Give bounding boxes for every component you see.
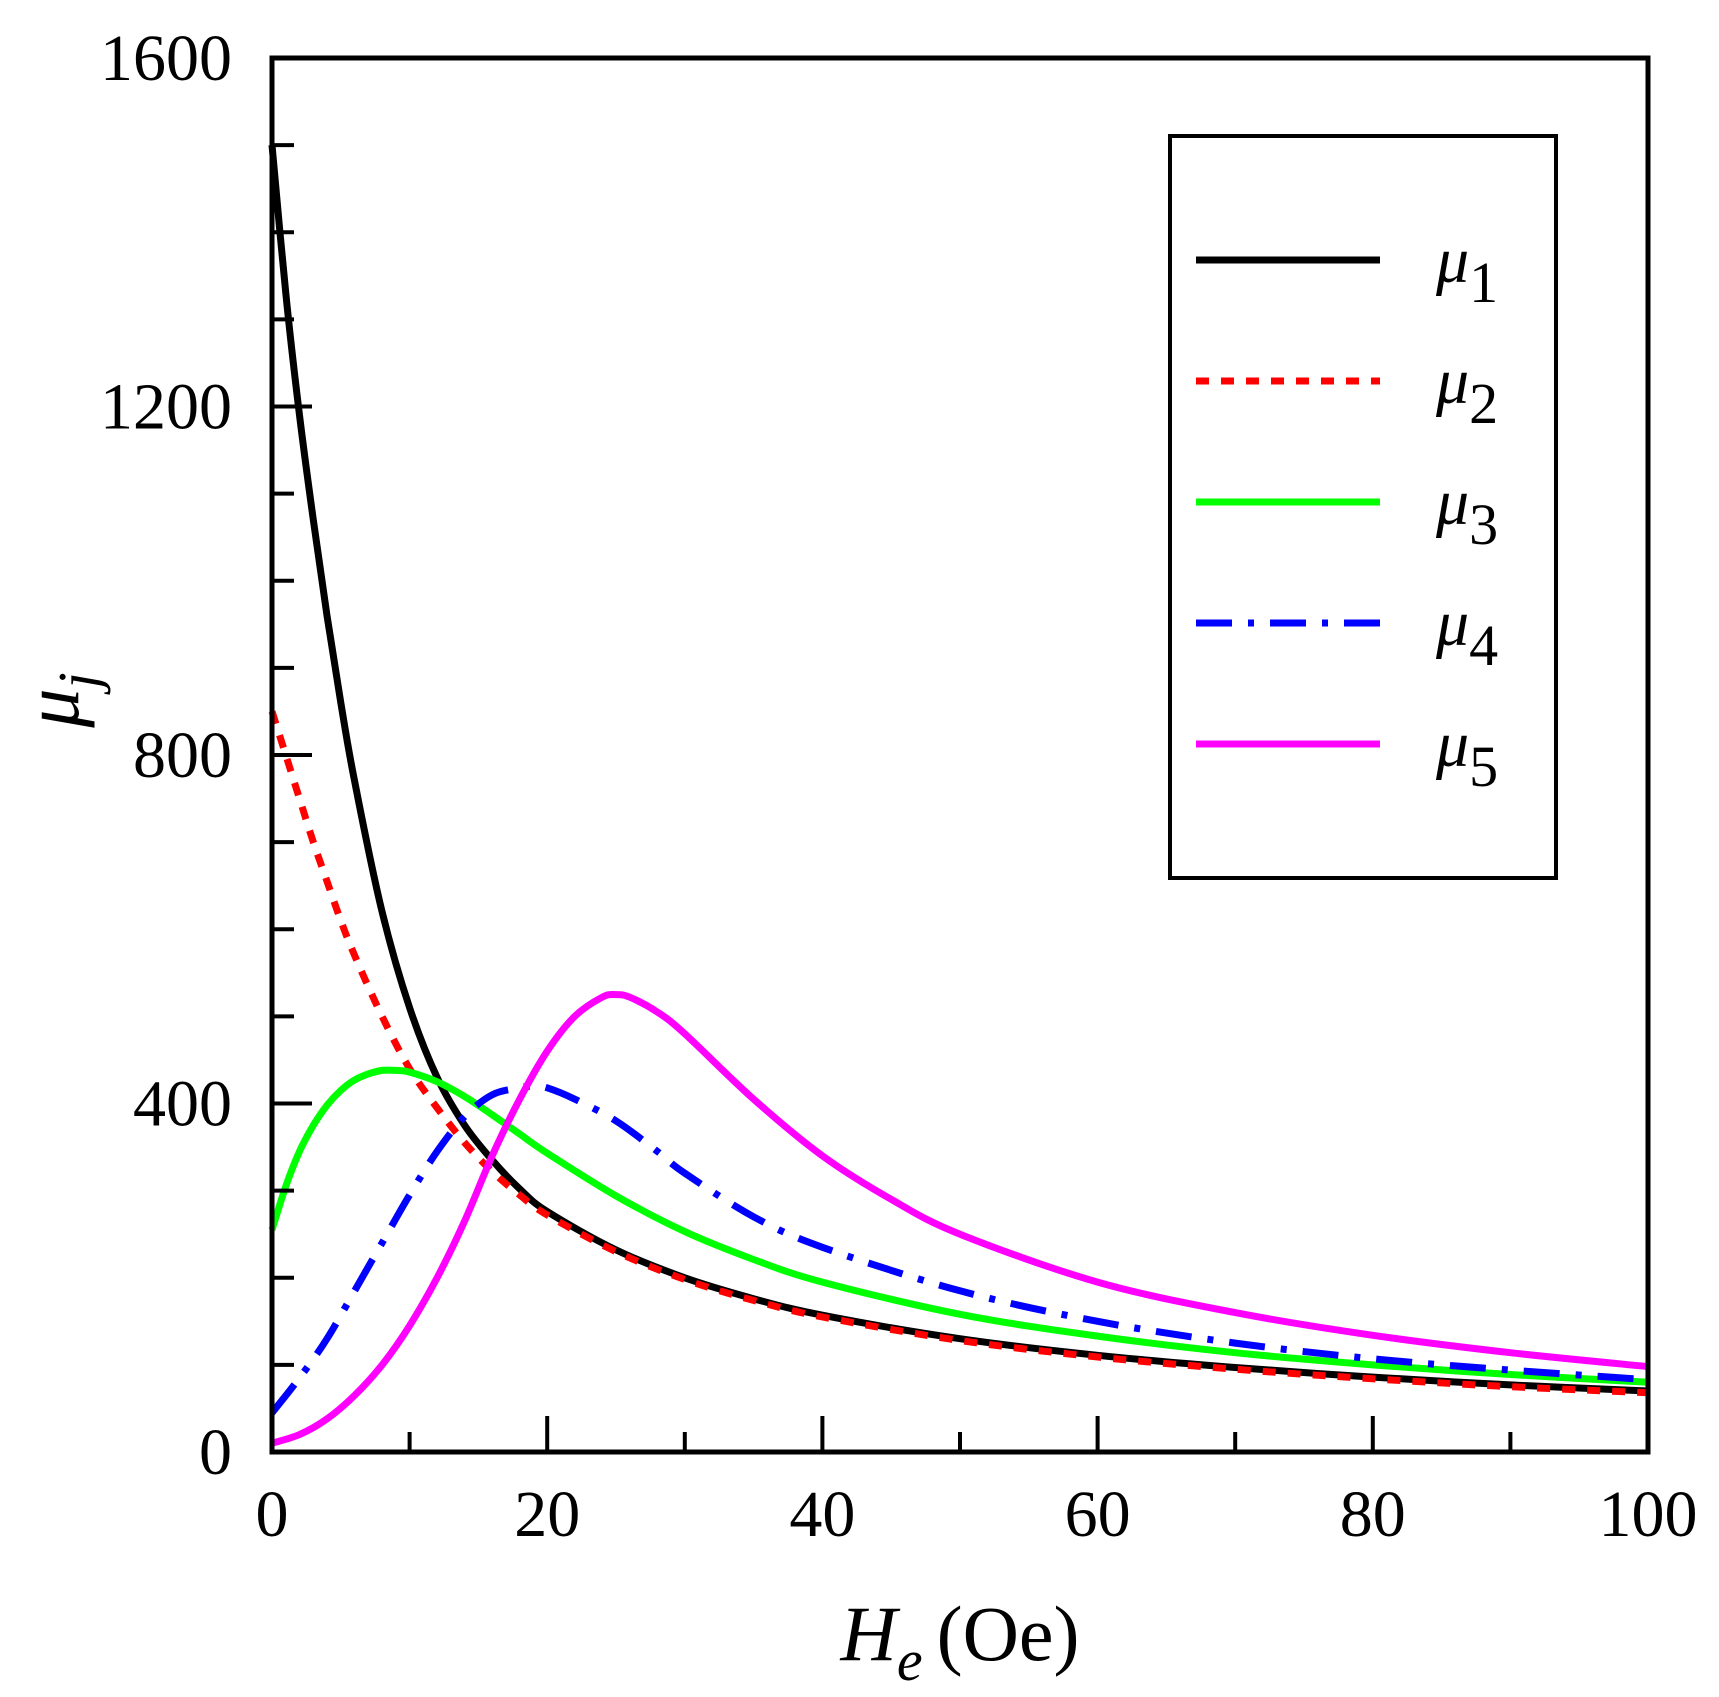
x-tick-label: 40 [789, 1478, 855, 1551]
y-tick-label: 1600 [100, 22, 232, 95]
x-axis-title: He (Oe) [840, 1590, 1080, 1693]
legend-label: μ4 [1435, 587, 1498, 678]
series-line-mu5 [270, 990, 1649, 1447]
tick-labels-layer: 0 20 40 60 80 100 0 400 800 1200 1600 [100, 22, 1698, 1551]
series-line-mu2 [268, 710, 1649, 1397]
legend-entry-mu1: μ1 [1196, 224, 1498, 315]
x-tick-label: 20 [514, 1478, 580, 1551]
legend-label: μ2 [1435, 345, 1498, 436]
x-tick-label: 100 [1599, 1478, 1698, 1551]
legend-entry-mu4: μ4 [1196, 587, 1498, 678]
legend-label: μ1 [1435, 224, 1498, 315]
x-tick-label: 80 [1340, 1478, 1406, 1551]
y-axis-title: μj [8, 672, 111, 728]
legend-entries: μ1 μ2 μ3 μ4 μ5 [1196, 224, 1498, 799]
series-line-mu3 [268, 1066, 1649, 1386]
y-tick-label: 800 [133, 719, 232, 792]
legend-label: μ3 [1435, 466, 1498, 557]
legend-entry-mu2: μ2 [1196, 345, 1498, 436]
legend: μ1 μ2 μ3 μ4 μ5 [1168, 134, 1558, 880]
y-tick-label: 1200 [100, 371, 232, 444]
y-tick-label: 400 [133, 1068, 232, 1141]
legend-entry-mu3: μ3 [1196, 466, 1498, 557]
series-layer [268, 144, 1649, 1447]
series-line-mu4 [269, 1082, 1649, 1415]
x-tick-label: 60 [1065, 1478, 1131, 1551]
legend-label: μ5 [1435, 708, 1498, 799]
y-tick-label: 0 [199, 1416, 232, 1489]
ticks-layer [270, 56, 1650, 1454]
legend-entry-mu5: μ5 [1196, 708, 1498, 799]
x-tick-label: 0 [256, 1478, 289, 1551]
